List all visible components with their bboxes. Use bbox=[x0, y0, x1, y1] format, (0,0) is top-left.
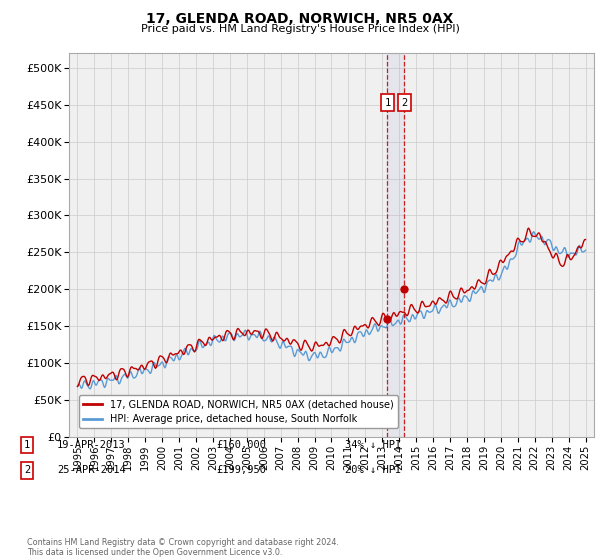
Text: £160,000: £160,000 bbox=[216, 440, 266, 450]
Text: 25-APR-2014: 25-APR-2014 bbox=[57, 465, 126, 475]
Text: 19-APR-2013: 19-APR-2013 bbox=[57, 440, 126, 450]
Legend: 17, GLENDA ROAD, NORWICH, NR5 0AX (detached house), HPI: Average price, detached: 17, GLENDA ROAD, NORWICH, NR5 0AX (detac… bbox=[79, 395, 398, 428]
Text: 20% ↓ HPI: 20% ↓ HPI bbox=[345, 465, 401, 475]
Text: 34% ↓ HPI: 34% ↓ HPI bbox=[345, 440, 401, 450]
Text: 1: 1 bbox=[24, 440, 30, 450]
Text: 2: 2 bbox=[401, 97, 407, 108]
Text: Contains HM Land Registry data © Crown copyright and database right 2024.
This d: Contains HM Land Registry data © Crown c… bbox=[27, 538, 339, 557]
Text: Price paid vs. HM Land Registry's House Price Index (HPI): Price paid vs. HM Land Registry's House … bbox=[140, 24, 460, 34]
Text: £199,950: £199,950 bbox=[216, 465, 266, 475]
Text: 1: 1 bbox=[384, 97, 391, 108]
Text: 2: 2 bbox=[24, 465, 30, 475]
Bar bbox=[388, 53, 404, 437]
Text: 17, GLENDA ROAD, NORWICH, NR5 0AX: 17, GLENDA ROAD, NORWICH, NR5 0AX bbox=[146, 12, 454, 26]
